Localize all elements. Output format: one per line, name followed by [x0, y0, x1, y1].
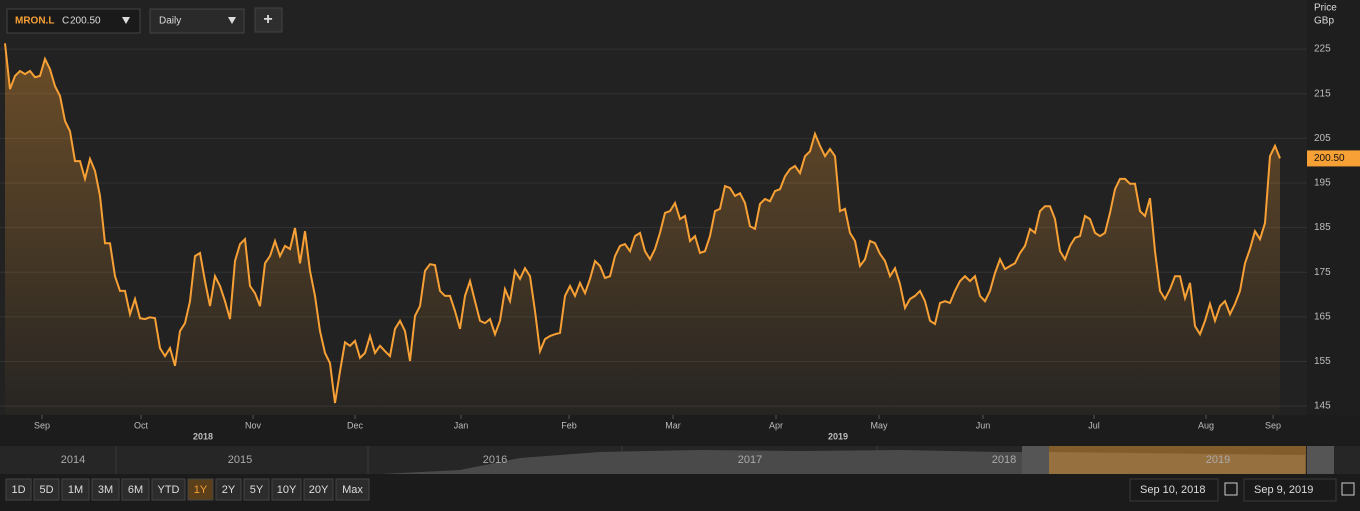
nav-year: 2015: [228, 454, 252, 466]
x-tick-label: Jul: [1088, 420, 1100, 430]
ticker: MRON.L: [15, 16, 54, 27]
range-button[interactable]: [335, 478, 370, 501]
y-tick-label: 215: [1314, 88, 1331, 99]
x-tick-label: Aug: [1198, 420, 1214, 430]
date-to-box[interactable]: [1243, 478, 1337, 502]
interval: Daily: [159, 16, 181, 27]
x-tick-label: Jan: [454, 420, 469, 430]
x-tick-label: Sep: [1265, 420, 1281, 430]
range-label: Max: [342, 484, 363, 496]
area: [5, 43, 1280, 416]
last-price-tag: [1307, 150, 1360, 167]
nav-year: 2018: [992, 454, 1016, 466]
nav-handle[interactable]: [1307, 446, 1334, 474]
y-tick-label: 195: [1314, 178, 1331, 189]
dropdown-arrow: [122, 17, 130, 24]
range-button[interactable]: [187, 478, 214, 501]
range-label: 1M: [68, 484, 83, 496]
range-label: YTD: [158, 484, 180, 496]
x-tick-label: Apr: [769, 420, 783, 430]
range-label: 1D: [11, 484, 25, 496]
year-label: 2019: [828, 431, 848, 441]
range-button[interactable]: [151, 478, 186, 501]
range-label: 2Y: [222, 484, 236, 496]
x-tick-label: May: [870, 420, 888, 430]
x-tick-label: Feb: [561, 420, 577, 430]
nav-year: 2019: [1206, 454, 1230, 466]
nav-selection[interactable]: [1036, 446, 1306, 474]
y-tick-label: 155: [1314, 356, 1331, 367]
y-tick-label: 145: [1314, 401, 1331, 412]
y-tick-label: 185: [1314, 222, 1331, 233]
y-tick-label: 165: [1314, 311, 1331, 322]
year-label: 2018: [193, 431, 213, 441]
nav-year: 2017: [738, 454, 762, 466]
x-tick-label: Dec: [347, 420, 364, 430]
y-tick-label: 175: [1314, 267, 1331, 278]
add-label: +: [263, 11, 272, 28]
range-button[interactable]: [5, 478, 32, 501]
x-tick-label: Mar: [665, 420, 681, 430]
range-button[interactable]: [271, 478, 302, 501]
nav-year: 2014: [61, 454, 85, 466]
x-tick-label: Sep: [34, 420, 50, 430]
range-label: 3M: [98, 484, 113, 496]
nav-sparkline: [380, 450, 1305, 474]
y-axis-unit: GBp: [1314, 16, 1334, 27]
close-prefix: C: [62, 16, 69, 27]
date-from-box[interactable]: [1129, 478, 1219, 502]
range-button[interactable]: [215, 478, 242, 501]
add-button[interactable]: [254, 7, 283, 33]
y-axis-title: Price: [1314, 3, 1337, 14]
ticker-box[interactable]: [6, 8, 141, 34]
range-button[interactable]: [303, 478, 334, 501]
date-from: Sep 10, 2018: [1140, 484, 1205, 496]
range-label: 1Y: [194, 484, 208, 496]
date-to: Sep 9, 2019: [1254, 484, 1313, 496]
y-tick-label: 205: [1314, 133, 1331, 144]
range-label: 6M: [128, 484, 143, 496]
price-line: [4, 43, 1281, 404]
range-label: 10Y: [277, 484, 297, 496]
interval-select[interactable]: [149, 8, 245, 34]
range-button[interactable]: [121, 478, 150, 501]
calendar-icon[interactable]: [1341, 482, 1355, 496]
range-label: 5Y: [250, 484, 264, 496]
close-value: 200.50: [70, 16, 101, 27]
x-tick-label: Oct: [134, 420, 149, 430]
range-button[interactable]: [91, 478, 120, 501]
range-label: 20Y: [309, 484, 329, 496]
y-tick-label: 225: [1314, 44, 1331, 55]
x-tick-label: Jun: [976, 420, 991, 430]
nav-year: 2016: [483, 454, 507, 466]
dropdown-arrow: [228, 17, 236, 24]
range-label: 5D: [39, 484, 53, 496]
y-axis-panel: [1307, 0, 1360, 415]
nav-handle[interactable]: [1022, 446, 1049, 474]
range-button[interactable]: [243, 478, 270, 501]
range-button[interactable]: [61, 478, 90, 501]
last-price-label: 200.50: [1314, 153, 1345, 164]
calendar-icon[interactable]: [1224, 482, 1238, 496]
x-axis-panel: [0, 415, 1360, 445]
range-button[interactable]: [33, 478, 60, 501]
x-tick-label: Nov: [245, 420, 262, 430]
